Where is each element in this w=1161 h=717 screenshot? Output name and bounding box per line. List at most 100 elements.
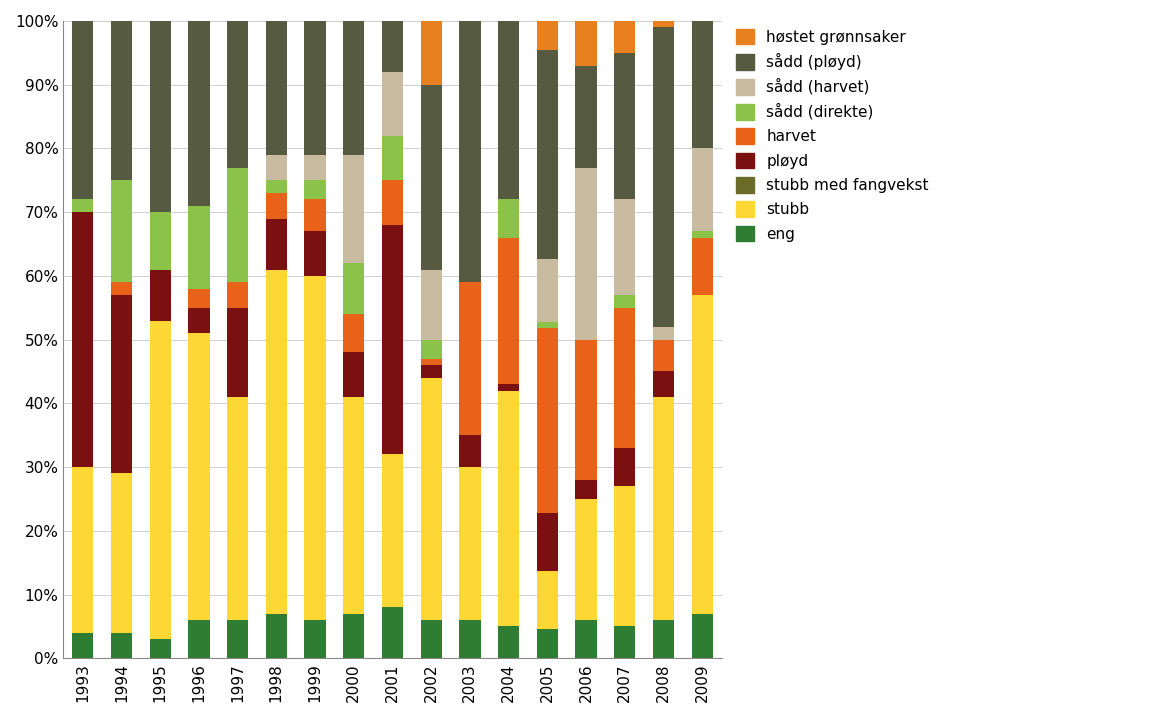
Bar	[110, 633, 132, 658]
Bar	[420, 340, 442, 358]
Bar	[498, 391, 519, 627]
Bar	[536, 21, 558, 50]
Bar	[420, 358, 442, 365]
Bar	[536, 571, 558, 630]
Bar	[110, 295, 132, 473]
Bar	[536, 322, 558, 328]
Bar	[344, 397, 365, 614]
Bar	[150, 320, 171, 639]
Bar	[460, 282, 481, 435]
Bar	[536, 328, 558, 513]
Bar	[652, 27, 675, 327]
Bar	[692, 237, 713, 295]
Bar	[498, 237, 519, 384]
Bar	[344, 263, 365, 314]
Bar	[382, 607, 403, 658]
Bar	[304, 21, 325, 155]
Bar	[344, 352, 365, 397]
Bar	[460, 435, 481, 467]
Bar	[576, 620, 597, 658]
Bar	[536, 259, 558, 322]
Bar	[188, 289, 209, 308]
Bar	[576, 66, 597, 168]
Bar	[420, 365, 442, 378]
Bar	[692, 295, 713, 614]
Bar	[382, 455, 403, 607]
Bar	[72, 633, 93, 658]
Bar	[614, 295, 635, 308]
Bar	[226, 308, 248, 397]
Bar	[614, 448, 635, 486]
Bar	[536, 50, 558, 259]
Bar	[304, 180, 325, 199]
Bar	[692, 148, 713, 232]
Bar	[576, 499, 597, 620]
Bar	[692, 21, 713, 148]
Bar	[344, 155, 365, 263]
Bar	[266, 193, 287, 219]
Bar	[420, 21, 442, 85]
Bar	[344, 614, 365, 658]
Bar	[72, 467, 93, 633]
Bar	[692, 614, 713, 658]
Bar	[150, 270, 171, 320]
Bar	[652, 340, 675, 371]
Bar	[498, 21, 519, 199]
Bar	[188, 620, 209, 658]
Bar	[150, 21, 171, 212]
Bar	[344, 21, 365, 155]
Bar	[188, 21, 209, 206]
Bar	[382, 21, 403, 72]
Bar	[420, 378, 442, 620]
Bar	[226, 620, 248, 658]
Bar	[110, 473, 132, 633]
Bar	[420, 85, 442, 270]
Bar	[576, 480, 597, 499]
Bar	[498, 627, 519, 658]
Bar	[266, 614, 287, 658]
Bar	[498, 384, 519, 391]
Bar	[266, 270, 287, 614]
Bar	[382, 180, 403, 225]
Bar	[460, 21, 481, 282]
Bar	[460, 620, 481, 658]
Bar	[226, 397, 248, 620]
Bar	[188, 308, 209, 333]
Bar	[576, 168, 597, 340]
Bar	[110, 180, 132, 282]
Legend: høstet grønnsaker, sådd (pløyd), sådd (harvet), sådd (direkte), harvet, pløyd, s: høstet grønnsaker, sådd (pløyd), sådd (h…	[736, 29, 929, 242]
Bar	[614, 627, 635, 658]
Bar	[304, 155, 325, 180]
Bar	[382, 225, 403, 455]
Bar	[344, 314, 365, 352]
Bar	[110, 21, 132, 180]
Bar	[110, 282, 132, 295]
Bar	[498, 199, 519, 237]
Bar	[614, 486, 635, 627]
Bar	[614, 21, 635, 53]
Bar	[72, 212, 93, 467]
Bar	[420, 270, 442, 340]
Bar	[226, 168, 248, 282]
Bar	[226, 282, 248, 308]
Bar	[614, 199, 635, 295]
Bar	[652, 397, 675, 620]
Bar	[576, 21, 597, 66]
Bar	[150, 639, 171, 658]
Bar	[266, 219, 287, 270]
Bar	[72, 21, 93, 199]
Bar	[460, 467, 481, 620]
Bar	[266, 21, 287, 155]
Bar	[188, 333, 209, 620]
Bar	[576, 340, 597, 480]
Bar	[420, 620, 442, 658]
Bar	[304, 199, 325, 232]
Bar	[304, 276, 325, 620]
Bar	[652, 620, 675, 658]
Bar	[72, 199, 93, 212]
Bar	[304, 620, 325, 658]
Bar	[266, 180, 287, 193]
Bar	[652, 371, 675, 397]
Bar	[382, 136, 403, 180]
Bar	[536, 630, 558, 658]
